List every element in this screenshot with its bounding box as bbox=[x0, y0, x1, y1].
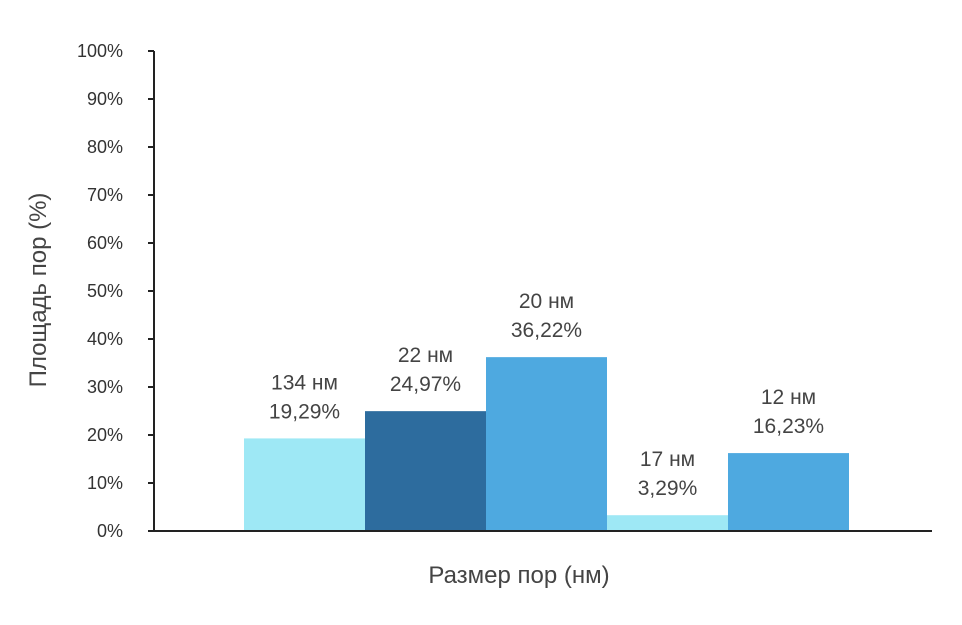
bar bbox=[607, 515, 728, 531]
y-axis-title: Площадь пор (%) bbox=[25, 193, 52, 388]
bar-size-label: 134 нм bbox=[271, 371, 338, 394]
y-ticks-layer: 0% 10% 20% 30% 40% 50% 60% 70% 80% 90% 100% bbox=[77, 41, 154, 541]
y-tick-label: 40% bbox=[87, 329, 123, 349]
bar-size-label: 17 нм bbox=[640, 448, 695, 471]
y-tick-label: 80% bbox=[87, 137, 123, 157]
y-tick-label: 60% bbox=[87, 233, 123, 253]
y-tick-label: 30% bbox=[87, 377, 123, 397]
y-tick-label: 20% bbox=[87, 425, 123, 445]
y-tick-label: 90% bbox=[87, 89, 123, 109]
y-tick-label: 70% bbox=[87, 185, 123, 205]
data-labels-layer: 134 нм 19,29% 22 нм 24,97% 20 нм 36,22% 17 нм 3… bbox=[269, 290, 824, 500]
bar-value-label: 16,23% bbox=[753, 415, 824, 438]
y-tick-label: 0% bbox=[97, 521, 123, 541]
bar bbox=[244, 438, 365, 531]
y-tick-label: 50% bbox=[87, 281, 123, 301]
bar-value-label: 24,97% bbox=[390, 373, 461, 396]
bar bbox=[728, 453, 849, 531]
y-tick-label: 100% bbox=[77, 41, 123, 61]
bar bbox=[365, 411, 486, 531]
bars-layer bbox=[244, 357, 849, 531]
bar-value-label: 19,29% bbox=[269, 400, 340, 423]
bar-value-label: 36,22% bbox=[511, 319, 582, 342]
x-axis-title: Размер пор (нм) bbox=[428, 562, 609, 589]
bar-value-label: 3,29% bbox=[638, 477, 698, 500]
bar-size-label: 22 нм bbox=[398, 344, 453, 367]
bar-size-label: 12 нм bbox=[761, 386, 816, 409]
bar-size-label: 20 нм bbox=[519, 290, 574, 313]
bar bbox=[486, 357, 607, 531]
y-tick-label: 10% bbox=[87, 473, 123, 493]
